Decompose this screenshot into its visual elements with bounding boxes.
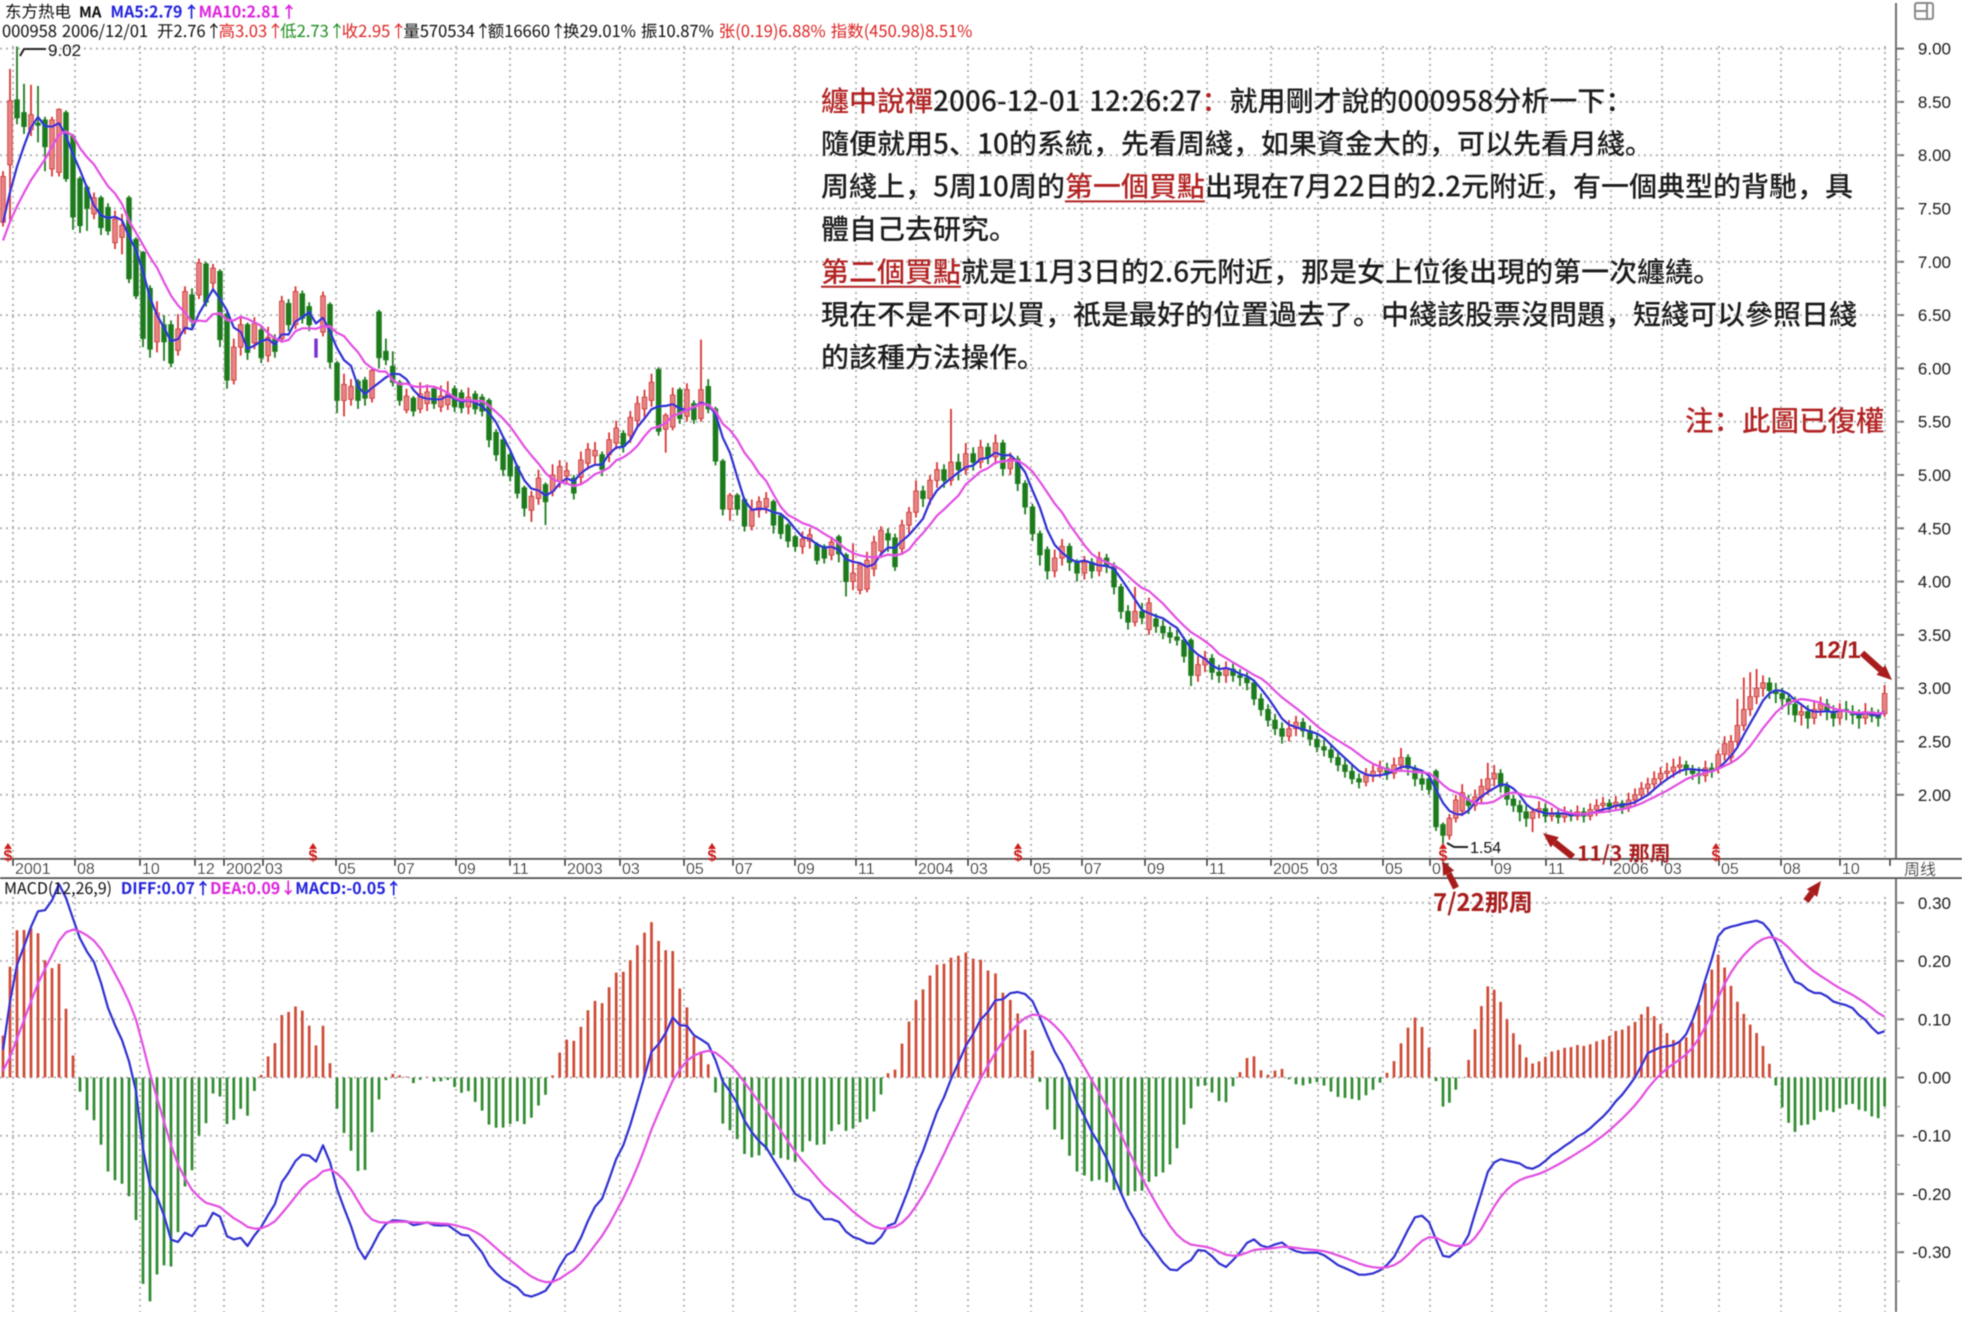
svg-text:12: 12	[197, 861, 215, 878]
svg-text:7.50: 7.50	[1918, 200, 1951, 219]
svg-text:9.02: 9.02	[48, 41, 81, 60]
svg-text:07: 07	[735, 861, 753, 878]
svg-text:08: 08	[1783, 861, 1801, 878]
svg-text:12/1: 12/1	[1814, 637, 1861, 664]
svg-text:2001: 2001	[15, 861, 51, 878]
svg-text:05: 05	[1033, 861, 1051, 878]
svg-text:2004: 2004	[918, 861, 954, 878]
svg-text:3.00: 3.00	[1918, 679, 1951, 698]
svg-text:$: $	[1712, 848, 1721, 865]
svg-text:6.50: 6.50	[1918, 306, 1951, 325]
svg-text:07: 07	[397, 861, 415, 878]
svg-text:08: 08	[77, 861, 95, 878]
svg-text:$: $	[708, 848, 717, 865]
svg-text:$: $	[309, 848, 318, 865]
svg-text:5.00: 5.00	[1918, 466, 1951, 485]
svg-text:4.00: 4.00	[1918, 573, 1951, 592]
svg-text:2005: 2005	[1273, 861, 1309, 878]
svg-text:$: $	[1014, 848, 1023, 865]
svg-text:11: 11	[512, 861, 529, 878]
svg-text:2006: 2006	[1613, 861, 1649, 878]
svg-text:03: 03	[970, 861, 988, 878]
svg-text:03: 03	[265, 861, 283, 878]
svg-text:11: 11	[858, 861, 875, 878]
svg-text:03: 03	[622, 861, 640, 878]
svg-text:10: 10	[142, 861, 160, 878]
svg-text:0.00: 0.00	[1918, 1069, 1951, 1088]
svg-text:2.50: 2.50	[1918, 733, 1951, 752]
svg-text:09: 09	[1147, 861, 1165, 878]
svg-text:0.20: 0.20	[1918, 952, 1951, 971]
svg-text:6.00: 6.00	[1918, 359, 1951, 378]
svg-text:9.00: 9.00	[1918, 40, 1951, 59]
svg-text:-0.20: -0.20	[1912, 1185, 1951, 1204]
svg-text:11: 11	[1548, 861, 1565, 878]
svg-text:-0.10: -0.10	[1912, 1127, 1951, 1146]
svg-text:11: 11	[1209, 861, 1226, 878]
svg-text:07: 07	[1084, 861, 1102, 878]
svg-text:03: 03	[1664, 861, 1682, 878]
svg-text:0.30: 0.30	[1918, 894, 1951, 913]
svg-text:3.50: 3.50	[1918, 626, 1951, 645]
svg-text:05: 05	[338, 861, 356, 878]
svg-text:-0.30: -0.30	[1912, 1243, 1951, 1262]
svg-text:$: $	[4, 848, 13, 865]
svg-text:05: 05	[686, 861, 704, 878]
svg-text:8.50: 8.50	[1918, 93, 1951, 112]
svg-text:2003: 2003	[567, 861, 603, 878]
svg-text:10: 10	[1842, 861, 1860, 878]
svg-text:1.54: 1.54	[1470, 840, 1501, 857]
svg-text:5.50: 5.50	[1918, 413, 1951, 432]
svg-text:09: 09	[1494, 861, 1512, 878]
svg-text:05: 05	[1721, 861, 1739, 878]
svg-text:4.50: 4.50	[1918, 519, 1951, 538]
svg-text:2002: 2002	[226, 861, 262, 878]
svg-text:09: 09	[458, 861, 476, 878]
svg-text:05: 05	[1385, 861, 1403, 878]
svg-text:2.00: 2.00	[1918, 786, 1951, 805]
svg-text:03: 03	[1320, 861, 1338, 878]
svg-text:8.00: 8.00	[1918, 146, 1951, 165]
svg-text:$: $	[1439, 848, 1448, 865]
svg-text:09: 09	[797, 861, 815, 878]
svg-text:0.10: 0.10	[1918, 1010, 1951, 1029]
svg-text:7.00: 7.00	[1918, 253, 1951, 272]
